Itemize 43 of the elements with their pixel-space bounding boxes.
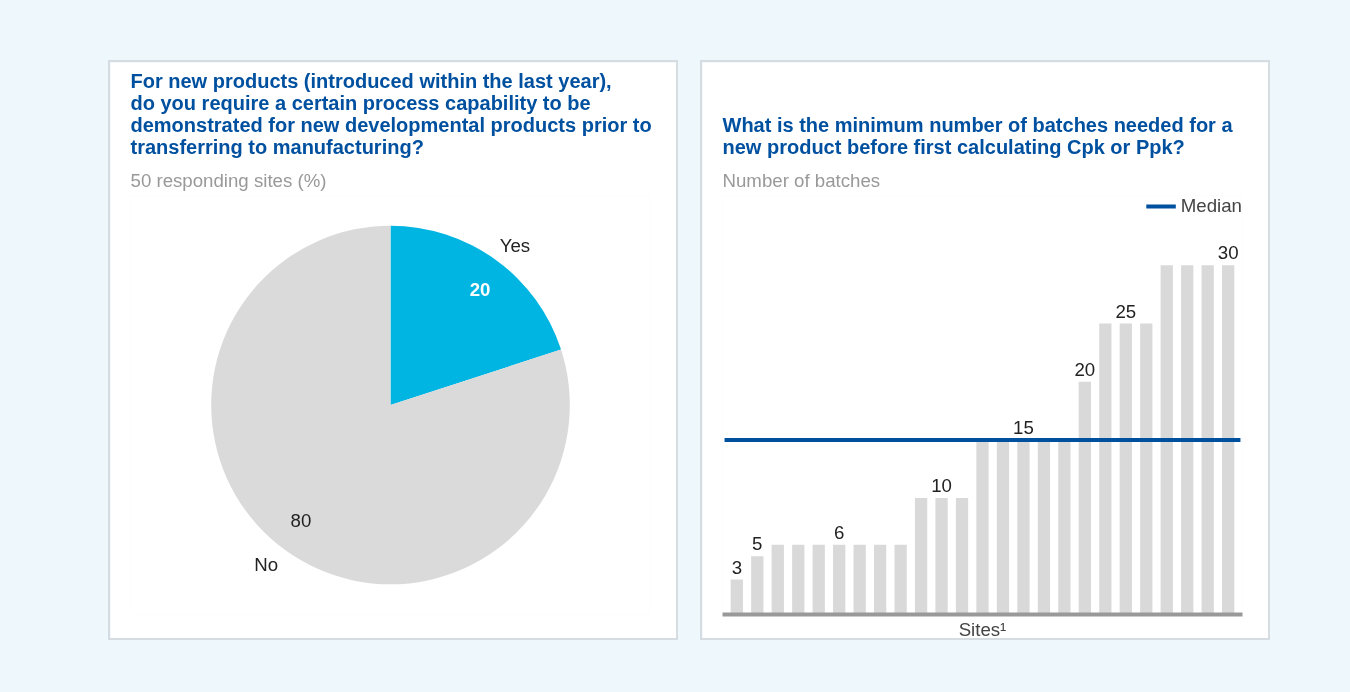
data-label: 5 [752,533,763,555]
bar [792,544,805,615]
bar [833,544,846,615]
bar [853,544,866,615]
bar [1078,381,1091,615]
bar [1222,265,1235,615]
bar [1099,323,1112,615]
y-axis-title: Number of batches [722,169,881,191]
legend-label: Median [1180,195,1242,217]
data-label: 6 [834,521,845,543]
data-label: 20 [469,279,491,301]
data-label: 30 [1217,242,1239,264]
chart-title: For new products (introduced within the last year), do you require a certain process capability to be demonstrated for new developmental products prior to transferring to manufacturing? [130,69,652,158]
data-label: 10 [931,475,952,497]
chart-title: What is the minimum number of batches needed for a new product before first calculating Cpk or Ppk? [722,113,1234,158]
bar [976,439,989,615]
slice-label: Yes [499,234,531,256]
bar [1037,439,1051,615]
bar [1119,323,1132,615]
chart-subtitle: 50 responding sites (%) [130,169,327,191]
x-axis-title: Sites¹ [958,618,1007,640]
bar [874,544,887,615]
bar [1017,439,1030,615]
slice-label: No [254,554,279,576]
bar [1201,265,1214,615]
data-label: 20 [1074,358,1096,380]
bar [812,544,825,615]
data-label: 80 [290,509,312,531]
bar [935,498,948,615]
bar [955,498,969,615]
data-label: 25 [1115,300,1137,322]
bar [1140,323,1153,615]
bar [771,544,784,615]
data-label: 15 [1013,416,1034,438]
bar [1160,265,1173,615]
bar [996,439,1010,615]
bar [1058,439,1071,615]
bar [751,556,764,615]
bar [730,579,743,615]
bar [894,544,907,615]
data-label: 3 [731,556,743,578]
bar [914,498,928,615]
bar [1181,265,1194,615]
